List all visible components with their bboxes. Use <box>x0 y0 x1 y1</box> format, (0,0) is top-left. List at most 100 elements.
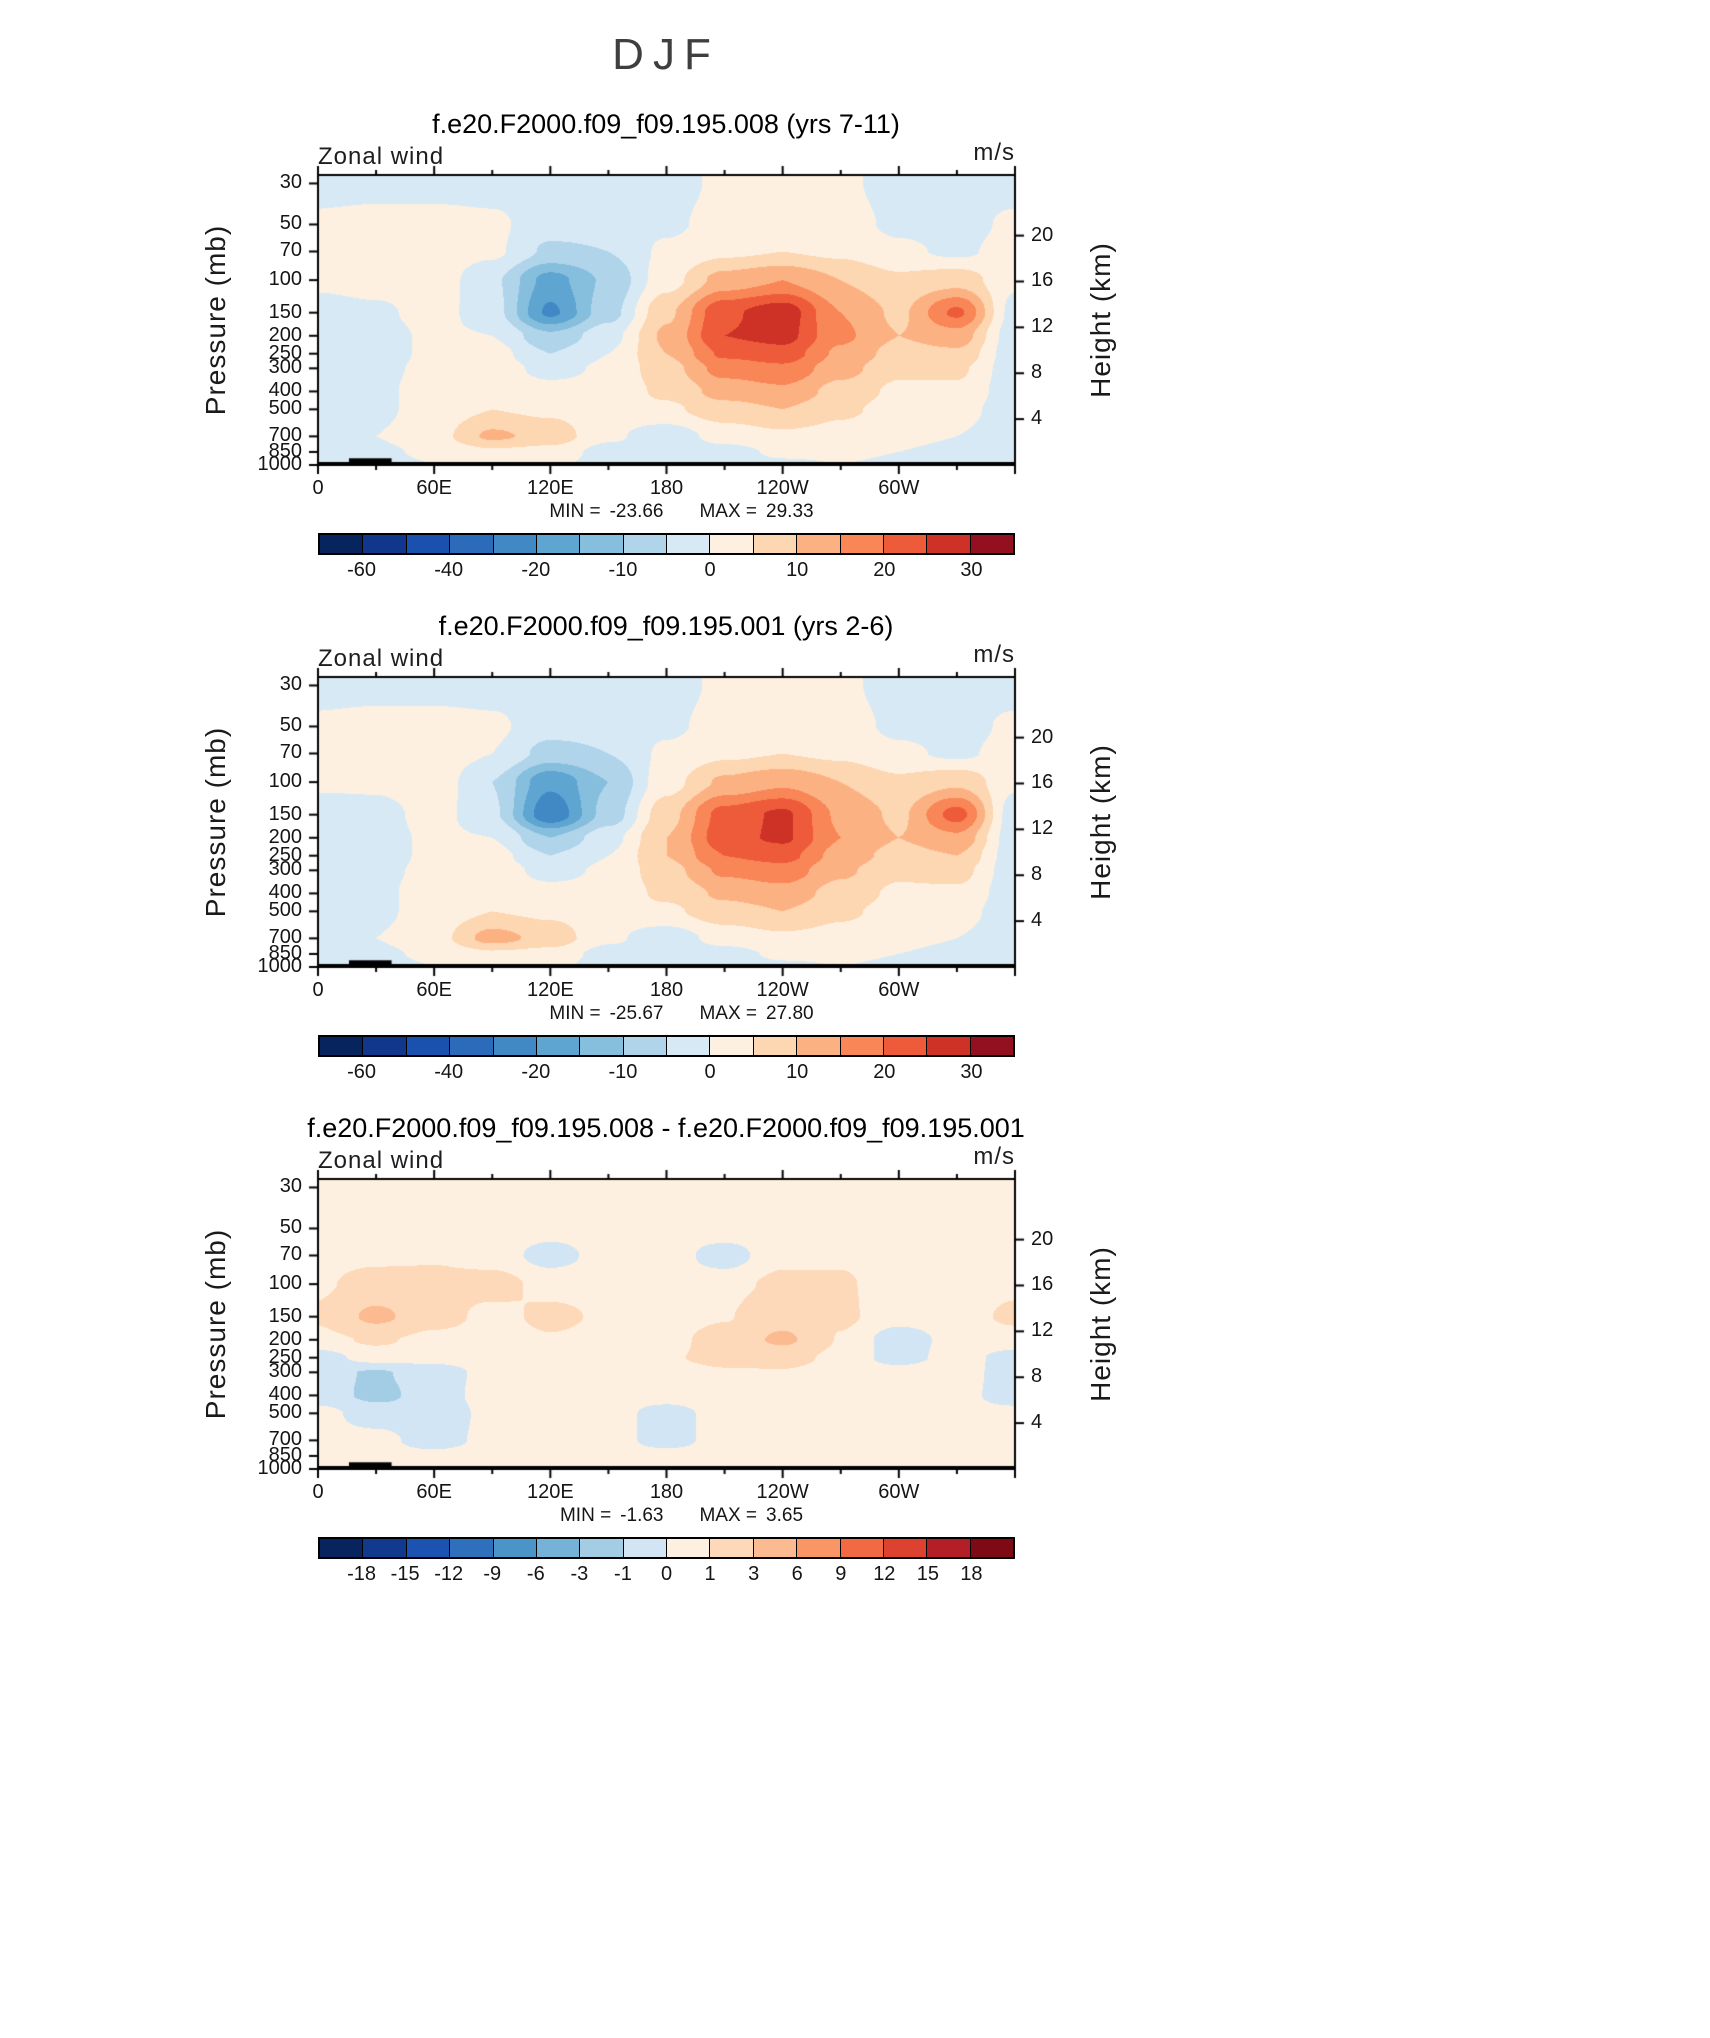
colorbar-tick-label: 6 <box>791 1563 803 1585</box>
colorbar-tick-label: -9 <box>483 1563 502 1585</box>
colorbar <box>318 1537 1015 1559</box>
colorbar-segment <box>753 535 798 553</box>
colorbar-segment <box>450 1539 494 1557</box>
colorbar-tick-label: 18 <box>960 1563 983 1585</box>
colorbar-segment <box>667 1539 711 1557</box>
pressure-axis-label: Pressure (mb) <box>200 1228 231 1420</box>
contour-plot <box>304 1165 1029 1483</box>
colorbar-segment <box>883 1539 928 1557</box>
longitude-tick-label: 60W <box>878 1481 920 1503</box>
colorbar-tick-label: 15 <box>916 1563 939 1585</box>
contour-panel: f.e20.F2000.f09_f09.195.001 (yrs 2-6) Zo… <box>0 597 1710 1099</box>
colorbar-tick-label: 9 <box>835 1563 847 1585</box>
panel-title: f.e20.F2000.f09_f09.195.008 - f.e20.F200… <box>307 1113 1025 1143</box>
longitude-tick-label: 180 <box>649 979 684 1001</box>
colorbar-segment <box>580 1037 624 1055</box>
colorbar-tick-label: 1 <box>704 1563 716 1585</box>
min-label: MIN = <box>549 501 601 522</box>
longitude-tick-label: 120W <box>756 979 809 1001</box>
colorbar-tick-label: -20 <box>521 1061 551 1083</box>
max-value: 29.33 <box>766 501 814 522</box>
colorbar-tick-label: -60 <box>347 559 377 581</box>
colorbar-tick-label: -10 <box>608 559 638 581</box>
colorbar-segment <box>927 1539 971 1557</box>
longitude-tick-label: 60E <box>416 1481 452 1503</box>
contour-plot <box>304 161 1029 479</box>
colorbar-segment <box>406 1539 451 1557</box>
stats-line: MIN = -25.67 MAX = 27.80 <box>333 1003 1030 1025</box>
colorbar-segment <box>797 1539 841 1557</box>
colorbar-segment <box>840 535 884 553</box>
pressure-axis-label: Pressure (mb) <box>200 224 231 416</box>
colorbar-segment <box>493 535 537 553</box>
max-label: MAX = <box>699 501 758 522</box>
colorbar-tick-label: 30 <box>960 1061 983 1083</box>
colorbar-segment <box>450 535 494 553</box>
colorbar-segment <box>623 535 667 553</box>
colorbar-tick-label: 10 <box>786 559 809 581</box>
longitude-tick-label: 120W <box>756 477 809 499</box>
colorbar-tick-label: -60 <box>347 1061 377 1083</box>
contour-panel: f.e20.F2000.f09_f09.195.008 - f.e20.F200… <box>0 1099 1710 1601</box>
colorbar-segment <box>840 1037 884 1055</box>
colorbar-tick-label: 12 <box>873 1563 896 1585</box>
colorbar-segment <box>970 1539 1013 1557</box>
colorbar-segment <box>580 1539 624 1557</box>
contour-plot <box>304 663 1029 981</box>
colorbar-tick-label: 0 <box>704 559 716 581</box>
colorbar-segment <box>623 1037 667 1055</box>
stats-line: MIN = -23.66 MAX = 29.33 <box>333 501 1030 523</box>
colorbar-segment <box>363 1037 407 1055</box>
longitude-tick-label: 60W <box>878 979 920 1001</box>
max-label: MAX = <box>699 1505 758 1526</box>
colorbar-tick-label: 10 <box>786 1061 809 1083</box>
colorbar-segment <box>536 535 581 553</box>
height-axis-label: Height (km) <box>1085 242 1116 398</box>
colorbar-segment <box>710 1539 754 1557</box>
colorbar-tick-label: 0 <box>660 1563 673 1585</box>
colorbar-segment <box>493 1539 537 1557</box>
colorbar-segment <box>363 535 407 553</box>
colorbar-segment <box>320 1037 364 1055</box>
contour-panel: f.e20.F2000.f09_f09.195.008 (yrs 7-11) Z… <box>0 95 1710 597</box>
stats-line: MIN = -1.63 MAX = 3.65 <box>333 1505 1030 1527</box>
colorbar-tick-label: 30 <box>960 559 983 581</box>
colorbar-tick-label: -1 <box>614 1563 632 1585</box>
colorbar-segment <box>493 1037 537 1055</box>
longitude-tick-label: 180 <box>649 1481 684 1503</box>
colorbar-segment <box>927 535 971 553</box>
longitude-tick-label: 60E <box>416 979 452 1001</box>
longitude-tick-label: 180 <box>649 477 684 499</box>
colorbar-segment <box>623 1539 667 1557</box>
colorbar-segment <box>753 1037 798 1055</box>
colorbar-segment <box>320 535 364 553</box>
longitude-tick-label: 60W <box>878 477 920 499</box>
colorbar-segment <box>883 1037 928 1055</box>
min-label: MIN = <box>549 1003 601 1024</box>
colorbar-tick-label: -40 <box>434 1061 464 1083</box>
longitude-tick-label: 0 <box>312 979 324 1001</box>
colorbar-segment <box>536 1037 581 1055</box>
longitude-tick-label: 120E <box>526 979 574 1001</box>
page-title: DJF <box>612 30 720 79</box>
min-value: -23.66 <box>609 501 664 522</box>
colorbar-segment <box>753 1539 798 1557</box>
colorbar-tick-label: -6 <box>526 1563 545 1585</box>
colorbar-tick-label: -20 <box>521 559 551 581</box>
colorbar-tick-label: -10 <box>608 1061 638 1083</box>
colorbar-tick-label: -15 <box>390 1563 420 1585</box>
colorbar-segment <box>970 535 1013 553</box>
max-value: 3.65 <box>766 1505 804 1526</box>
max-value: 27.80 <box>766 1003 814 1024</box>
colorbar-segment <box>320 1539 364 1557</box>
colorbar-tick-label: -40 <box>434 559 464 581</box>
colorbar <box>318 1035 1015 1057</box>
longitude-tick-label: 0 <box>312 1481 324 1503</box>
max-label: MAX = <box>699 1003 758 1024</box>
colorbar-segment <box>580 535 624 553</box>
min-label: MIN = <box>559 1505 612 1526</box>
colorbar-segment <box>797 535 841 553</box>
colorbar-segment <box>667 535 711 553</box>
longitude-tick-label: 120E <box>526 477 574 499</box>
min-value: -25.67 <box>609 1003 664 1024</box>
